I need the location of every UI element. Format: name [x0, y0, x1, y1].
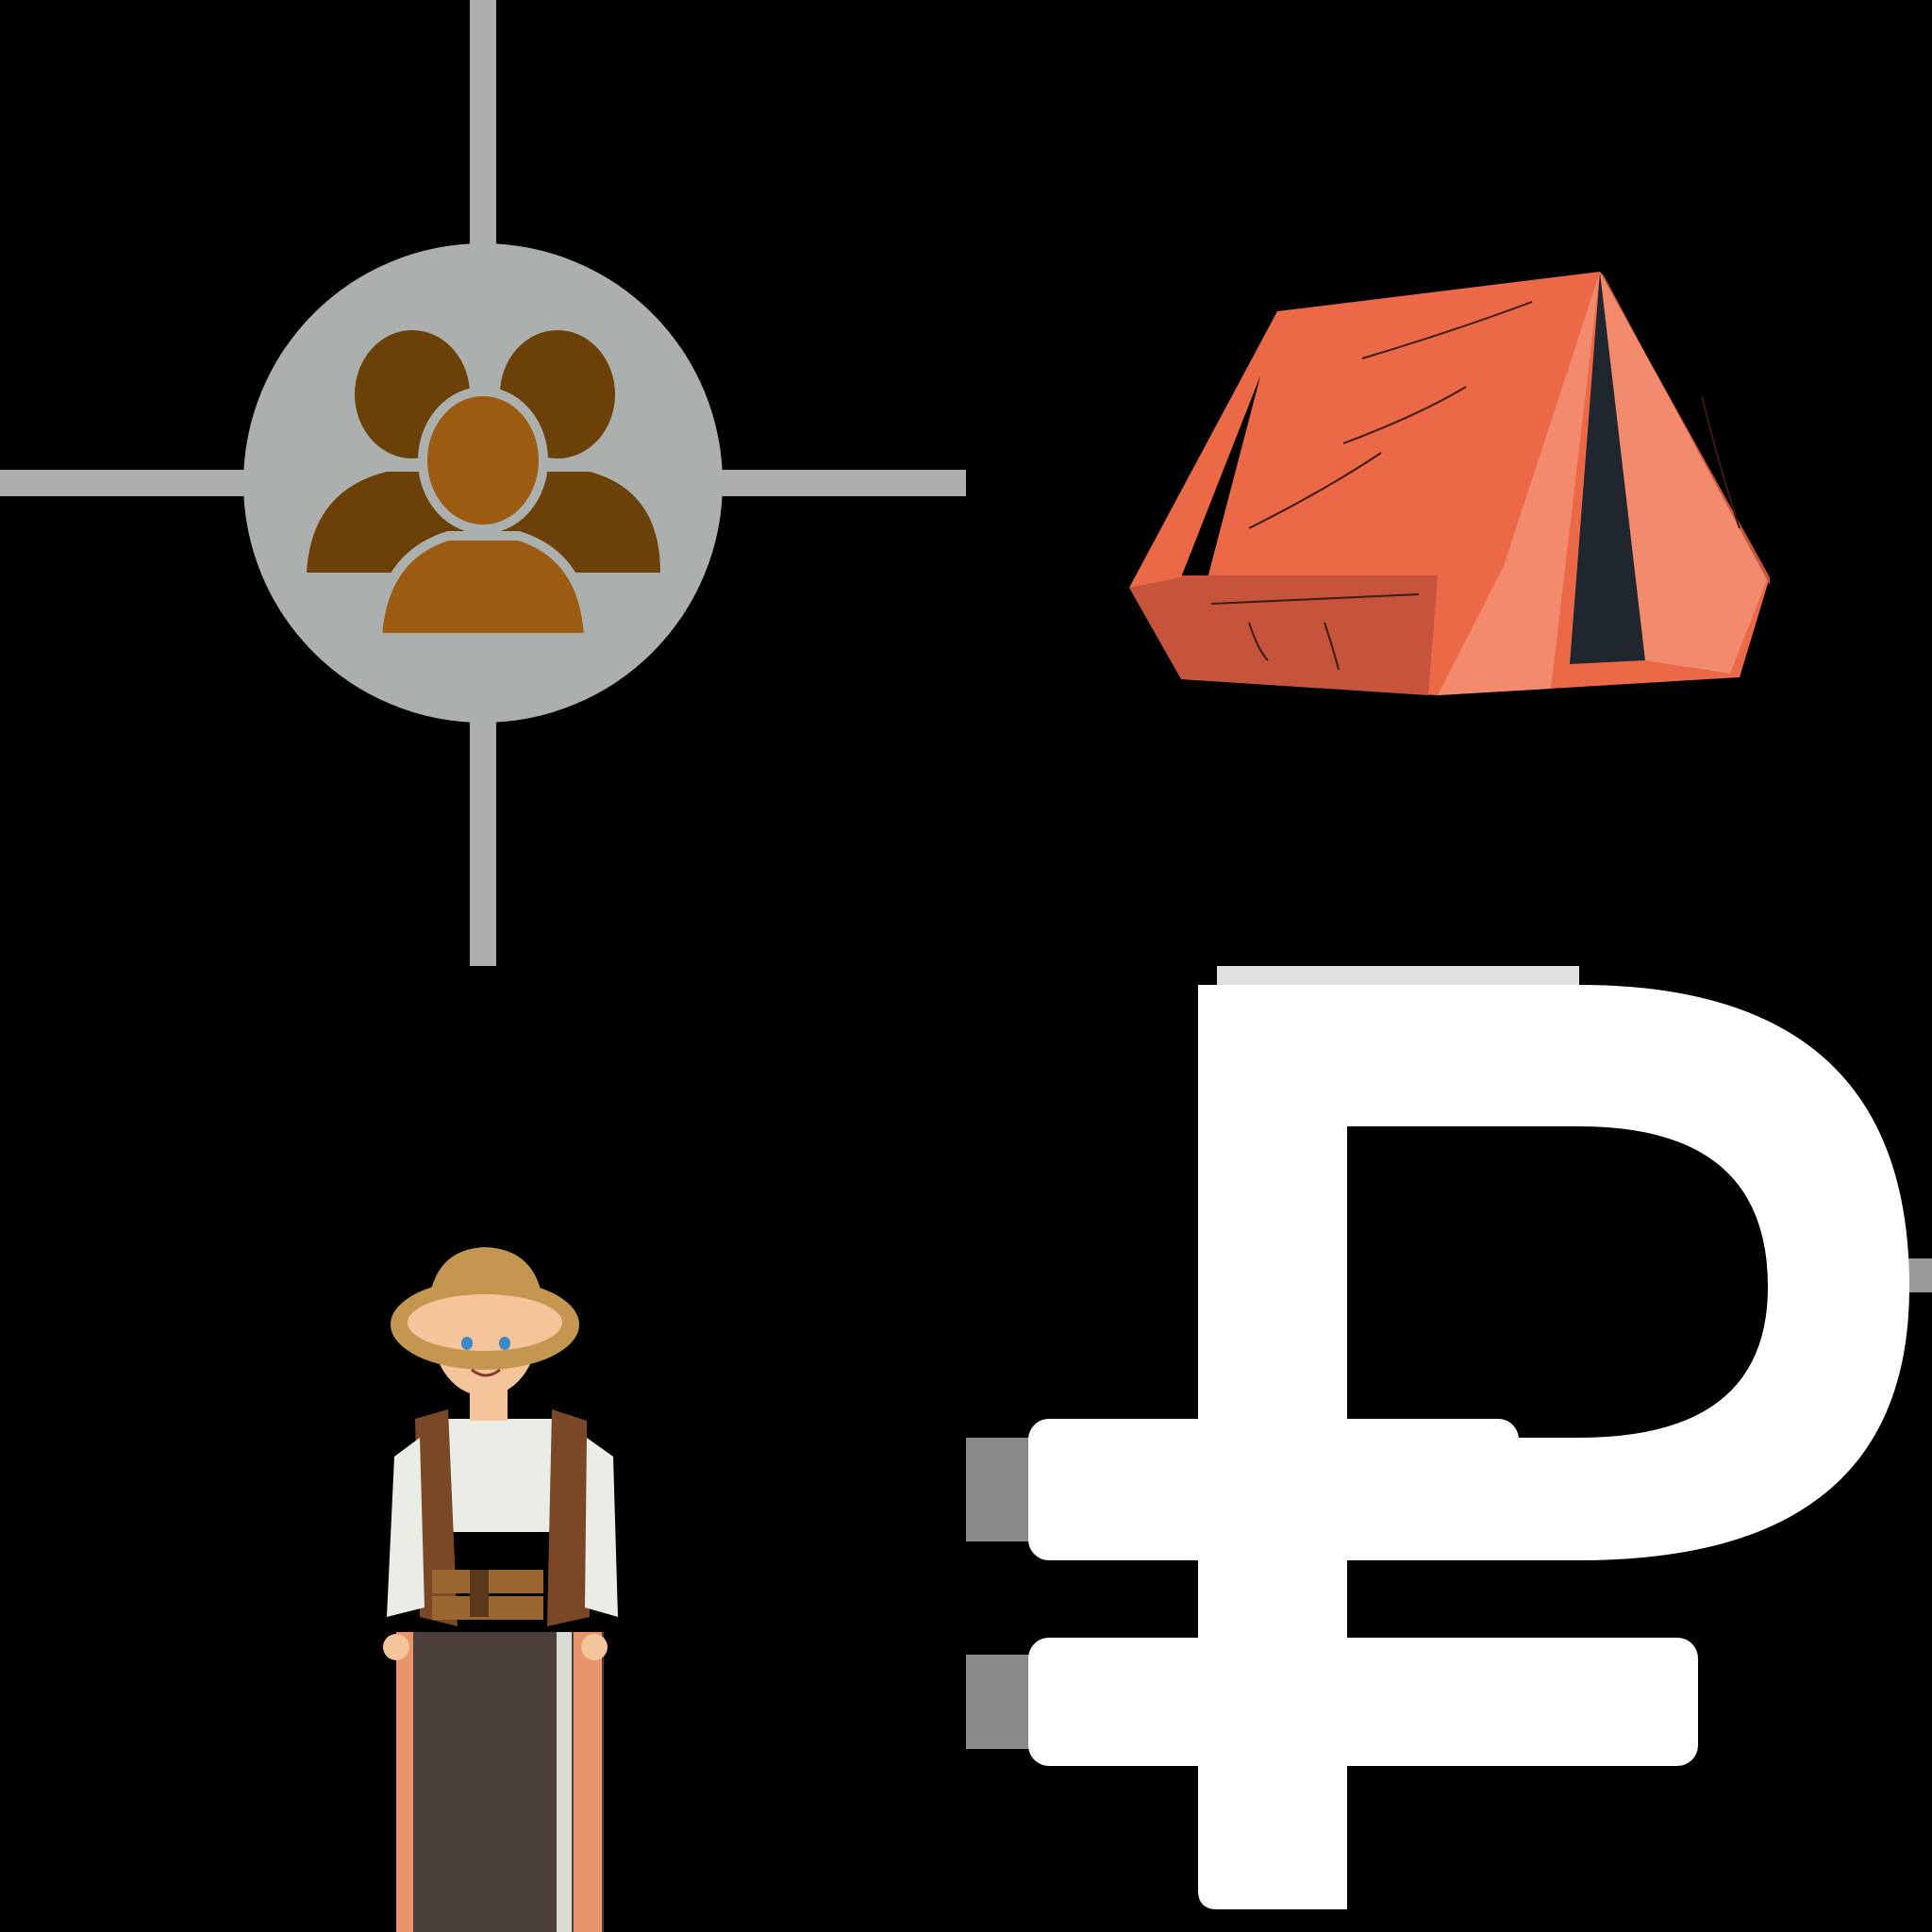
- explorer-tile: [0, 966, 966, 1932]
- people-network-icon: [0, 0, 966, 966]
- tent-tile: [966, 0, 1932, 966]
- ruble-tile: [966, 966, 1932, 1932]
- people-network-tile: [0, 0, 966, 966]
- tent-icon: [1129, 272, 1770, 695]
- explorer-boy-icon: [383, 1247, 618, 1932]
- ruble-sign-icon: [966, 966, 1932, 1909]
